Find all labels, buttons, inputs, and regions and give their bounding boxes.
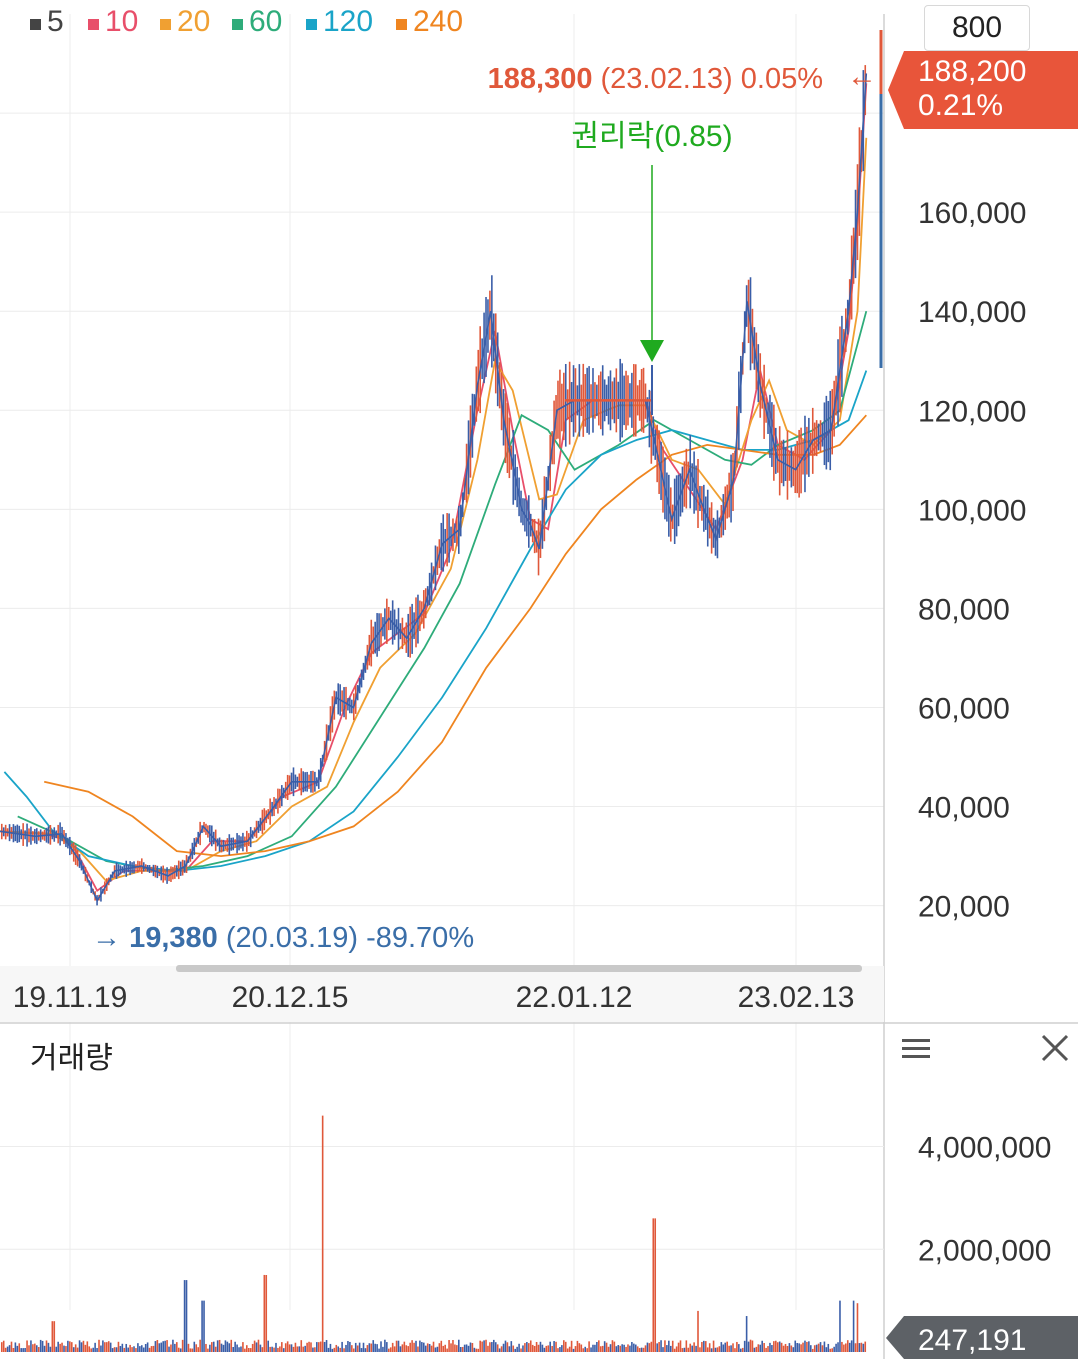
legend-item-20[interactable]: 20 (160, 4, 210, 40)
y-tick-label: 160,000 (918, 197, 1026, 230)
legend-label: 240 (413, 5, 464, 38)
legend-label: 10 (105, 5, 139, 38)
legend-label: 5 (47, 5, 64, 38)
volume-y-tick-label: 2,000,000 (918, 1234, 1051, 1267)
legend-swatch (396, 18, 407, 30)
legend-label: 120 (323, 5, 374, 38)
close-icon[interactable] (1040, 1033, 1070, 1063)
volume-y-tick-label: 4,000,000 (918, 1132, 1051, 1165)
y-tick-label: 20,000 (918, 891, 1010, 924)
current-price-tag-bg (888, 51, 1078, 129)
current-volume-tag (886, 1316, 1078, 1359)
low-marker-label: → 19,380 (20.03.19) -89.70% (92, 922, 474, 954)
x-tick-label: 20.12.15 (232, 981, 349, 1014)
x-tick-label: 19.11.19 (13, 981, 128, 1014)
top-right-box-label: 800 (951, 11, 1003, 44)
legend-item-60[interactable]: 60 (232, 4, 282, 40)
current-volume-value: 247,191 (918, 1324, 1026, 1357)
y-tick-label: 140,000 (918, 296, 1026, 329)
current-price-value: 188,200 (918, 55, 1027, 88)
y-tick-label: 120,000 (918, 395, 1026, 428)
legend-item-120[interactable]: 120 (306, 4, 373, 40)
event-marker-arrowhead (640, 340, 664, 362)
y-tick-label: 100,000 (918, 494, 1026, 527)
y-tick-label: 60,000 (918, 692, 1010, 725)
y-tick-label: 40,000 (918, 792, 1010, 825)
x-axis-band (0, 966, 884, 1022)
x-tick-label: 23.02.13 (738, 981, 855, 1014)
ma-line-60 (17, 310, 868, 872)
price-plot-area (0, 14, 1078, 970)
legend-item-10[interactable]: 10 (88, 4, 138, 40)
price-line (0, 73, 868, 903)
legend-label: 60 (249, 5, 283, 38)
hamburger-menu-icon[interactable] (902, 1037, 930, 1061)
legend-swatch (306, 18, 317, 30)
current-price-tag: 188,200 0.21% (888, 51, 1078, 129)
legend-label: 20 (177, 5, 211, 38)
legend-swatch (160, 18, 171, 30)
legend-swatch (232, 18, 243, 30)
legend-swatch (88, 18, 99, 30)
legend-item-240[interactable]: 240 (396, 4, 463, 40)
top-right-box[interactable]: 800 (924, 5, 1030, 51)
legend-item-5[interactable]: 5 (30, 4, 64, 40)
high-marker-arrow: ← (847, 60, 877, 93)
high-marker-label: 188,300 (23.02.13) 0.05% (488, 63, 823, 95)
ma-line-240 (44, 414, 867, 858)
legend-swatch (30, 18, 41, 30)
y-tick-label: 80,000 (918, 593, 1010, 626)
event-marker-label: 권리락(0.85) (571, 120, 732, 153)
x-tick-label: 22.01.12 (516, 981, 633, 1014)
scrollbar-thumb[interactable] (176, 965, 862, 972)
current-price-change: 0.21% (918, 89, 1004, 122)
volume-panel-title: 거래량 (30, 1042, 113, 1075)
